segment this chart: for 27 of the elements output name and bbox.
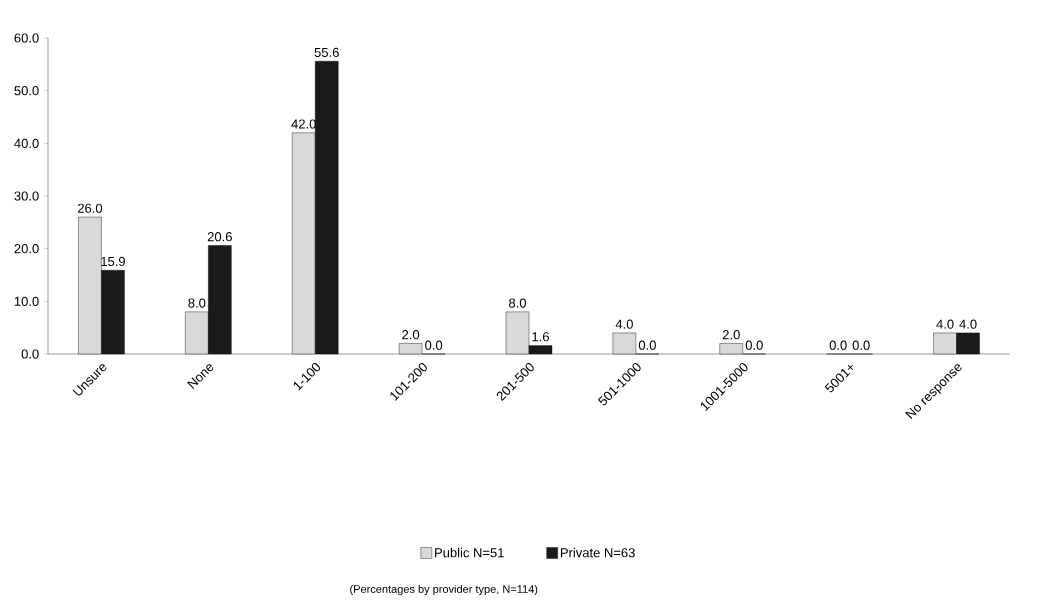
data-label: 2.0	[722, 330, 740, 340]
data-label: 8.0	[509, 298, 527, 308]
data-label: 8.0	[188, 298, 206, 308]
y-tick-label: 40.0	[14, 138, 39, 148]
data-label: 0.0	[638, 340, 656, 350]
y-tick-label: 50.0	[14, 86, 39, 96]
data-label: 4.0	[936, 319, 954, 329]
data-label: 20.6	[207, 232, 232, 242]
data-label: 0.0	[745, 340, 763, 350]
data-label: 4.0	[615, 319, 633, 329]
data-label: 4.0	[959, 319, 977, 329]
data-label: 2.0	[402, 330, 420, 340]
data-label: 55.6	[314, 47, 339, 57]
y-tick-label: 20.0	[14, 244, 39, 254]
data-label: 0.0	[425, 340, 443, 350]
data-label: 1.6	[532, 332, 549, 342]
legend-label: Private N=63	[560, 547, 635, 558]
y-tick-label: 30.0	[14, 191, 39, 201]
text: (Percentages by provider type, N=114)	[350, 584, 538, 596]
data-label: 0.0	[829, 340, 847, 350]
y-tick-label: 0.0	[21, 349, 39, 359]
y-tick-label: 60.0	[14, 33, 39, 43]
data-label: 26.0	[77, 203, 103, 213]
y-tick-label: 10.0	[14, 296, 39, 306]
data-label: 0.0	[852, 340, 870, 350]
data-label: 15.9	[101, 256, 125, 267]
legend-label: Public N=51	[435, 547, 504, 558]
